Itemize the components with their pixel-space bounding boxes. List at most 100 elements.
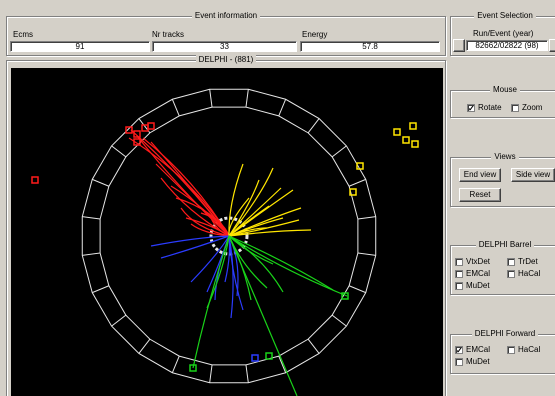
- detector-segment: [82, 216, 101, 220]
- red-cluster: [125, 126, 133, 134]
- detector-segment: [171, 99, 180, 117]
- delphi-forward-title: DELPHI Forward: [471, 329, 539, 338]
- yellow-jet-track: [228, 197, 250, 237]
- delphi-forward-group: DELPHI Forward ✓ EMCal HaCal MuDet: [450, 329, 555, 374]
- rotate-checkbox-box[interactable]: ✓: [467, 103, 475, 113]
- green-cluster: [341, 292, 349, 300]
- barrel-trdet-label: TrDet: [518, 257, 538, 266]
- event-information-group: Event information Ecms Nr tracks Energy …: [6, 11, 446, 56]
- forward-mudet-label: MuDet: [466, 357, 490, 366]
- detector-segment: [111, 314, 127, 327]
- rotate-checkbox[interactable]: ✓ Rotate: [467, 103, 502, 112]
- yellow-cluster: [402, 136, 410, 144]
- detector-segment: [111, 145, 127, 158]
- barrel-emcal-label: EMCal: [466, 269, 491, 278]
- blue-jet-track: [150, 235, 230, 247]
- forward-emcal-checkbox[interactable]: ✓ EMCal: [455, 345, 490, 354]
- barrel-mudet-checkbox[interactable]: MuDet: [455, 281, 490, 290]
- delphi-display-group: DELPHI - (881): [6, 55, 446, 396]
- barrel-hacal-label: HaCal: [518, 269, 541, 278]
- red-jet-track: [175, 197, 230, 237]
- green-jet-track: [228, 235, 298, 396]
- red-jet-track: [155, 163, 230, 237]
- end-view-button[interactable]: End view: [459, 168, 501, 182]
- forward-hacal-box[interactable]: [507, 345, 515, 354]
- forward-mudet-box[interactable]: [455, 357, 463, 366]
- forward-emcal-box[interactable]: ✓: [455, 345, 463, 355]
- yellow-cluster: [411, 140, 419, 148]
- yellow-cluster: [393, 128, 401, 136]
- detector-segment: [209, 89, 213, 108]
- barrel-hacal-box[interactable]: [507, 269, 515, 278]
- yellow-cluster: [356, 162, 364, 170]
- red-jet-track: [190, 223, 230, 237]
- yellow-jet-track: [228, 187, 282, 237]
- ecms-label: Ecms: [13, 30, 33, 39]
- green-jet-track: [228, 235, 334, 291]
- mouse-title: Mouse: [489, 85, 520, 94]
- zoom-checkbox[interactable]: Zoom: [511, 103, 542, 112]
- barrel-mudet-box[interactable]: [455, 281, 463, 290]
- nr-tracks-value: 33: [152, 41, 297, 52]
- detector-segment: [171, 355, 180, 373]
- red-jet-track: [180, 207, 230, 237]
- blue-cluster: [251, 354, 259, 362]
- blue-jet-track: [190, 235, 230, 283]
- forward-hacal-label: HaCal: [518, 345, 541, 354]
- blue-jet-track: [228, 235, 234, 319]
- detector-segment: [331, 314, 347, 327]
- rotate-label: Rotate: [478, 103, 502, 112]
- forward-hacal-checkbox[interactable]: HaCal: [507, 345, 540, 354]
- delphi-display-title: DELPHI - (881): [195, 55, 257, 64]
- red-cluster: [31, 176, 39, 184]
- barrel-trdet-box[interactable]: [507, 257, 515, 266]
- barrel-trdet-checkbox[interactable]: TrDet: [507, 257, 538, 266]
- yellow-jet-track: [228, 229, 312, 237]
- energy-label: Energy: [302, 30, 328, 39]
- forward-mudet-checkbox[interactable]: MuDet: [455, 357, 490, 366]
- barrel-emcal-checkbox[interactable]: EMCal: [455, 269, 490, 278]
- red-cluster: [133, 130, 141, 138]
- zoom-label: Zoom: [522, 103, 543, 112]
- detector-segment: [348, 178, 366, 187]
- mouse-group: Mouse ✓ Rotate Zoom: [450, 85, 555, 118]
- vertex-detector-ring: [209, 216, 249, 256]
- detector-segment: [209, 364, 213, 383]
- detector-segment: [278, 99, 287, 117]
- side-view-button[interactable]: Side view: [511, 168, 555, 182]
- detector-segment: [138, 338, 151, 354]
- detector-segment: [92, 285, 110, 294]
- detector-segment: [357, 252, 376, 256]
- reset-button[interactable]: Reset: [459, 188, 501, 202]
- next-event-button[interactable]: [549, 39, 555, 52]
- barrel-mudet-label: MuDet: [466, 281, 490, 290]
- detector-segment: [348, 285, 366, 294]
- barrel-hacal-checkbox[interactable]: HaCal: [507, 269, 540, 278]
- green-jet-track: [206, 235, 230, 309]
- detector-segment: [307, 338, 320, 354]
- detector-segment: [331, 145, 347, 158]
- red-cluster: [147, 122, 155, 130]
- forward-emcal-label: EMCal: [466, 345, 491, 354]
- event-information-title: Event information: [191, 11, 261, 20]
- run-event-input[interactable]: 82662/02822 (98): [466, 40, 548, 51]
- views-title: Views: [491, 152, 519, 161]
- zoom-checkbox-box[interactable]: [511, 103, 519, 112]
- detector-segment: [307, 118, 320, 134]
- event-selection-group: Event Selection Run/Event (year) 82662/0…: [450, 11, 555, 56]
- barrel-vtxdet-box[interactable]: [455, 257, 463, 266]
- delphi-barrel-title: DELPHI Barrel: [475, 240, 535, 249]
- event-display-svg[interactable]: [11, 68, 443, 396]
- yellow-jet-track: [228, 227, 268, 237]
- green-jet-track: [228, 235, 274, 265]
- previous-event-button[interactable]: [453, 39, 465, 52]
- delphi-barrel-group: DELPHI Barrel VtxDet TrDet EMCal HaCal M…: [450, 240, 555, 295]
- event-selection-title: Event Selection: [474, 11, 536, 20]
- ecms-value: 91: [10, 41, 150, 52]
- green-cluster: [189, 364, 197, 372]
- barrel-emcal-box[interactable]: [455, 269, 463, 278]
- detector-segment: [245, 364, 249, 383]
- event-display-canvas[interactable]: [11, 68, 443, 396]
- barrel-vtxdet-checkbox[interactable]: VtxDet: [455, 257, 490, 266]
- yellow-jet-track: [228, 179, 260, 237]
